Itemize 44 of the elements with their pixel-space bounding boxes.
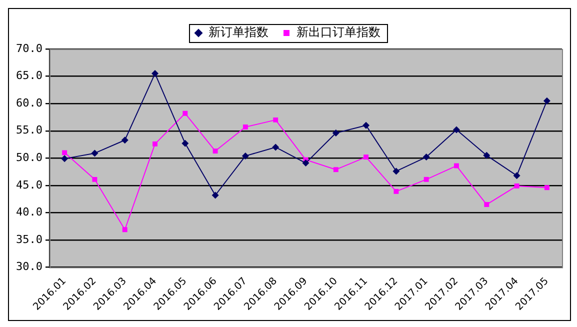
y-tick-label: 45.0 [16, 178, 42, 192]
y-tick-label: 60.0 [16, 96, 42, 110]
point [392, 168, 400, 175]
point [483, 152, 490, 159]
y-tick-label: 55.0 [16, 124, 42, 137]
point [122, 227, 128, 232]
point [182, 140, 189, 147]
point [62, 150, 68, 156]
legend-label: 新订单指数 [208, 25, 268, 40]
point [362, 122, 370, 129]
point [484, 202, 490, 207]
point [61, 155, 68, 162]
point [152, 70, 159, 78]
point [182, 110, 188, 116]
point [452, 126, 460, 134]
point [212, 148, 218, 154]
y-tick-label: 50.0 [16, 150, 42, 164]
point [543, 97, 550, 104]
y-tick-label: 30.0 [16, 260, 42, 274]
point [272, 144, 280, 151]
point [454, 163, 459, 168]
point [92, 176, 98, 182]
point [513, 172, 520, 180]
point [364, 154, 369, 160]
point [152, 141, 158, 146]
point [273, 117, 278, 122]
point [333, 167, 338, 172]
point [332, 130, 340, 137]
point [212, 192, 219, 199]
point [514, 183, 520, 188]
y-tick-label: 35.0 [16, 232, 42, 246]
point [242, 124, 248, 130]
point [121, 136, 128, 144]
point [424, 176, 429, 182]
point [242, 152, 249, 160]
point [422, 154, 430, 161]
y-tick-label: 65.0 [16, 69, 42, 82]
y-tick-label: 70.0 [16, 42, 42, 55]
legend-label: 新出口订单指数 [296, 25, 380, 40]
point [394, 188, 399, 194]
point [91, 150, 98, 157]
point [544, 185, 550, 190]
y-tick-label: 40.0 [16, 206, 42, 219]
point [302, 160, 310, 167]
